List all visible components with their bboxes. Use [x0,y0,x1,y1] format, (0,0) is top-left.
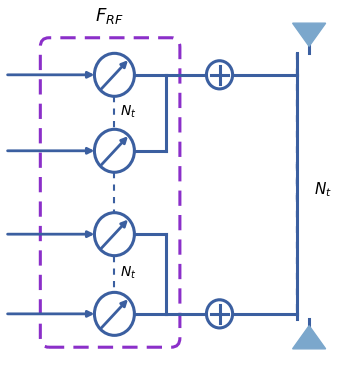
Text: $F_{RF}$: $F_{RF}$ [95,6,124,26]
Text: $N_t$: $N_t$ [120,265,136,281]
Polygon shape [293,23,326,46]
Text: $N_t$: $N_t$ [120,104,136,120]
Polygon shape [293,326,326,349]
Text: $N_t$: $N_t$ [314,180,332,199]
